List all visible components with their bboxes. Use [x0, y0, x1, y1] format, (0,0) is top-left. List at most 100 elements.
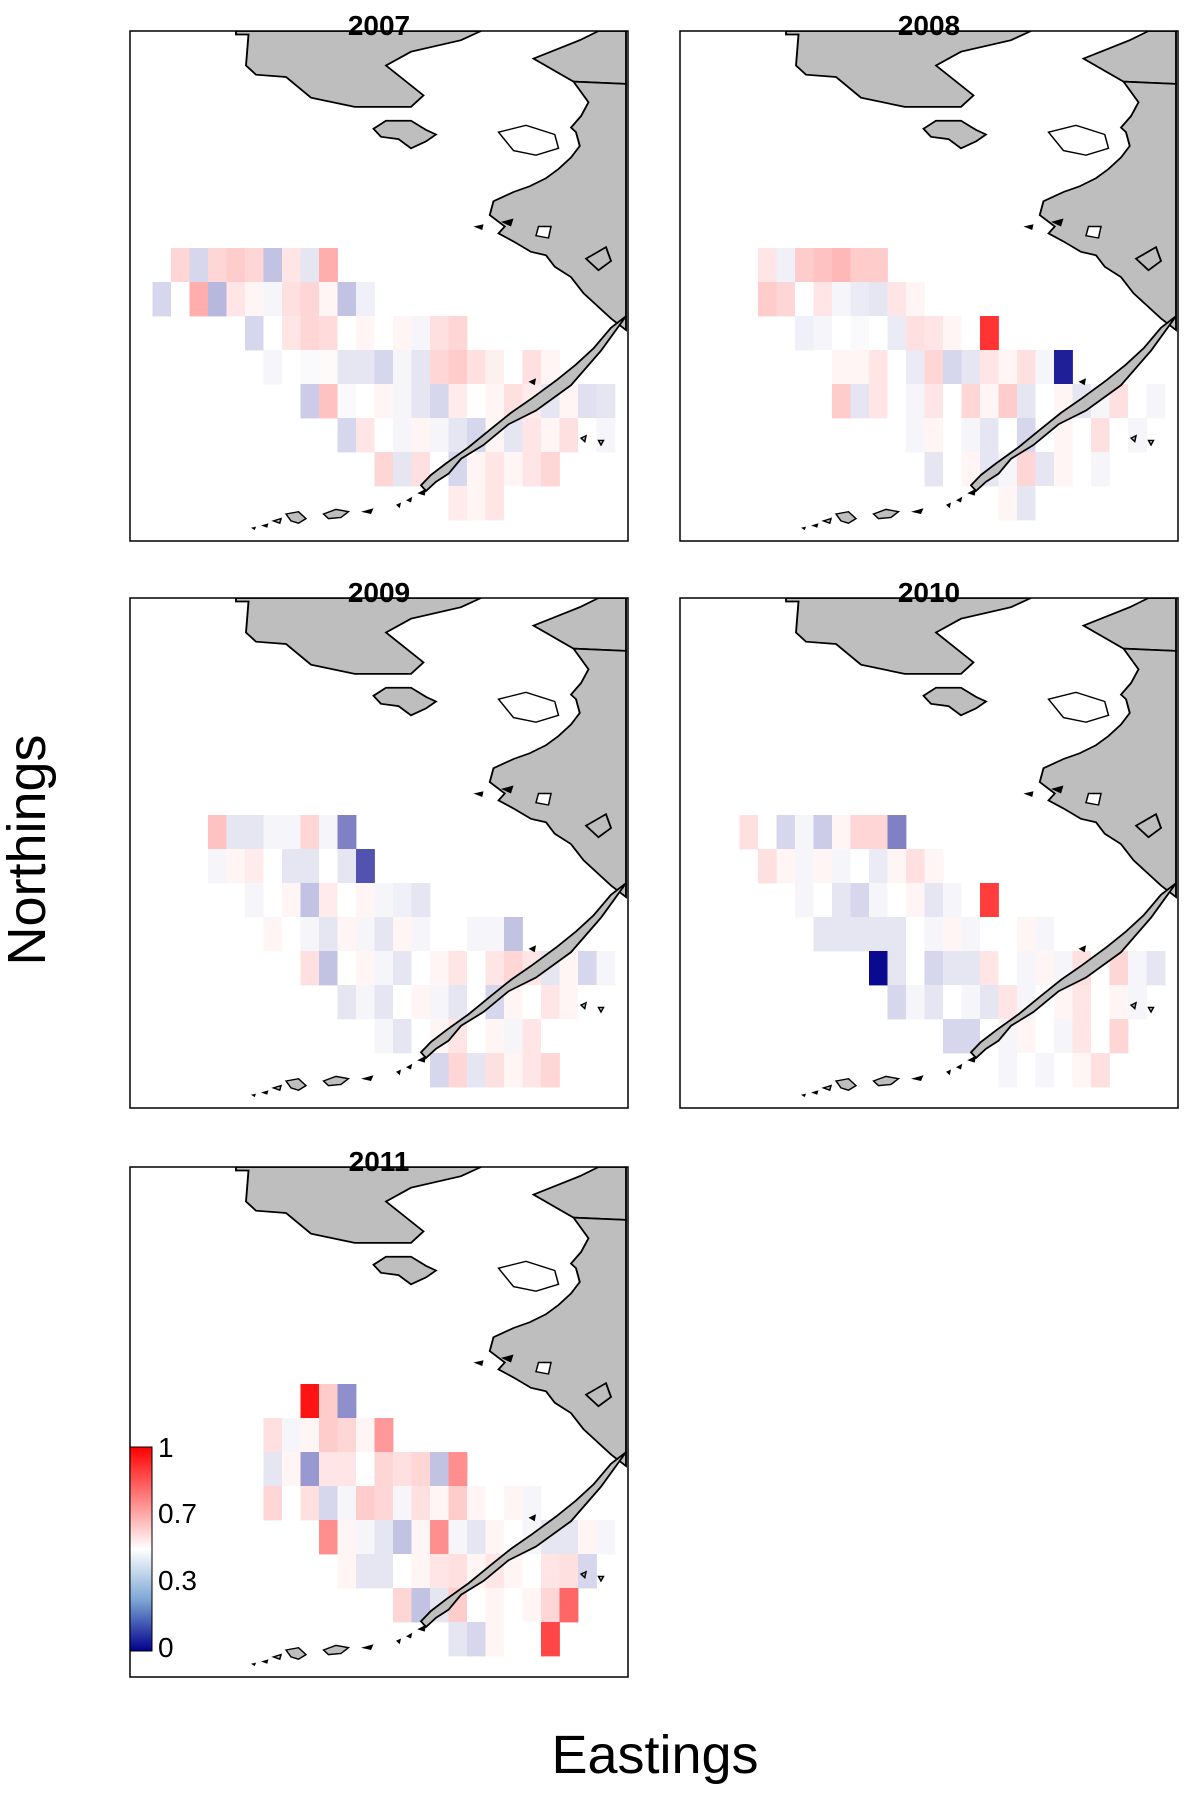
- heatmap-cell: [980, 883, 999, 918]
- heatmap-cell: [411, 1520, 431, 1555]
- heatmap-cell: [776, 849, 796, 884]
- heatmap-cell: [356, 418, 375, 453]
- heatmap-cell: [263, 815, 283, 850]
- heatmap-cell: [374, 883, 394, 918]
- heatmap-cell: [337, 384, 357, 419]
- heatmap-cell: [356, 1554, 375, 1589]
- heatmap-cell: [998, 350, 1018, 385]
- heatmap-cell: [961, 452, 981, 487]
- heatmap-cell: [263, 1486, 283, 1521]
- heatmap-cell: [356, 985, 375, 1020]
- heatmap-cell: [1035, 951, 1055, 986]
- heatmap-cell: [448, 316, 468, 351]
- heatmap-cell: [319, 815, 338, 850]
- heatmap-cell: [448, 418, 468, 453]
- heatmap-cell: [448, 985, 468, 1020]
- heatmap-cell: [813, 350, 833, 385]
- heatmap-cell: [1128, 985, 1147, 1020]
- heatmap-cell: [943, 1019, 962, 1054]
- heatmap-cell: [541, 985, 560, 1020]
- colorbar: 1 0.7 0.3 0: [129, 1432, 197, 1663]
- heatmap-cell: [776, 248, 796, 283]
- heatmap-cell: [578, 1520, 597, 1555]
- heatmap-cell: [1109, 951, 1129, 986]
- heatmap-cell: [319, 951, 338, 986]
- heatmap-cell: [887, 418, 907, 453]
- heatmap-cell: [319, 1486, 338, 1521]
- heatmap-cell: [1091, 985, 1110, 1020]
- heatmap-cell: [430, 350, 449, 385]
- heatmap-cell: [795, 883, 814, 918]
- heatmap-cell: [245, 849, 264, 884]
- heatmap-cell: [850, 316, 870, 351]
- heatmap-cell: [300, 883, 320, 918]
- heatmap-cell: [208, 849, 227, 884]
- panel-title: 2011: [349, 1146, 410, 1177]
- heatmap-cell: [448, 384, 468, 419]
- heatmap-cell: [337, 418, 357, 453]
- heatmap-cell: [869, 951, 888, 986]
- heatmap-cell: [411, 985, 431, 1020]
- heatmap-cell: [430, 1053, 449, 1088]
- heatmap-cell: [448, 1452, 468, 1487]
- heatmap-cell: [541, 1554, 560, 1589]
- heatmap-cell: [1091, 418, 1110, 453]
- heatmap-cell: [263, 883, 283, 918]
- heatmap-cell: [485, 1622, 505, 1657]
- heatmap-cell: [813, 282, 833, 317]
- heatmap-cell: [485, 917, 505, 952]
- heatmap-cell: [906, 316, 925, 351]
- heatmap-cell: [337, 1554, 357, 1589]
- heatmap-cell: [467, 951, 486, 986]
- heatmap-cell: [171, 282, 190, 317]
- heatmap-cell: [1017, 1019, 1036, 1054]
- heatmap-cell: [522, 1588, 542, 1623]
- heatmap-cell: [980, 316, 999, 351]
- heatmap-cell: [300, 384, 320, 419]
- heatmap-cell: [795, 248, 814, 283]
- heatmap-cell: [559, 951, 579, 986]
- heatmap-cell: [263, 1418, 283, 1453]
- heatmap-cell: [850, 350, 870, 385]
- heatmap-cell: [226, 282, 246, 317]
- heatmap-cell: [171, 248, 190, 283]
- panel-2007: 2007: [129, 10, 629, 542]
- heatmap-cell: [430, 384, 449, 419]
- heatmap-cell: [467, 1053, 486, 1088]
- heatmap-cell: [1054, 452, 1073, 487]
- heatmap-cell: [485, 1486, 505, 1521]
- heatmap-cell: [337, 1418, 357, 1453]
- heatmap-cell: [467, 917, 486, 952]
- heatmap-cell: [943, 917, 962, 952]
- heatmap-cell: [356, 849, 375, 884]
- heatmap-cell: [980, 384, 999, 419]
- heatmap-cell: [1054, 917, 1073, 952]
- heatmap-cell: [980, 350, 999, 385]
- heatmap-cell: [337, 1384, 357, 1419]
- heatmap-cell: [504, 1019, 523, 1054]
- heatmap-cell: [924, 883, 944, 918]
- heatmap-cell: [887, 316, 907, 351]
- heatmap-cell: [887, 384, 907, 419]
- heatmap-cell: [980, 418, 999, 453]
- heatmap-cell: [485, 1520, 505, 1555]
- heatmap-cell: [282, 815, 301, 850]
- heatmap-cell: [319, 849, 338, 884]
- heatmap-cell: [448, 1520, 468, 1555]
- heatmap-cell: [337, 951, 357, 986]
- heatmap-cell: [522, 350, 542, 385]
- heatmap-cell: [1109, 985, 1129, 1020]
- heatmap-cell: [1035, 350, 1055, 385]
- heatmap-cell: [1128, 418, 1147, 453]
- heatmap-cell: [961, 418, 981, 453]
- heatmap-cell: [1035, 917, 1055, 952]
- heatmap-cell: [541, 1053, 560, 1088]
- heatmap-cell: [850, 883, 870, 918]
- panel-title: 2008: [898, 10, 960, 41]
- heatmap-cell: [887, 350, 907, 385]
- heatmap-cell: [300, 350, 320, 385]
- heatmap-cell: [832, 917, 851, 952]
- heatmap-cell: [374, 350, 394, 385]
- heatmap-cell: [832, 384, 851, 419]
